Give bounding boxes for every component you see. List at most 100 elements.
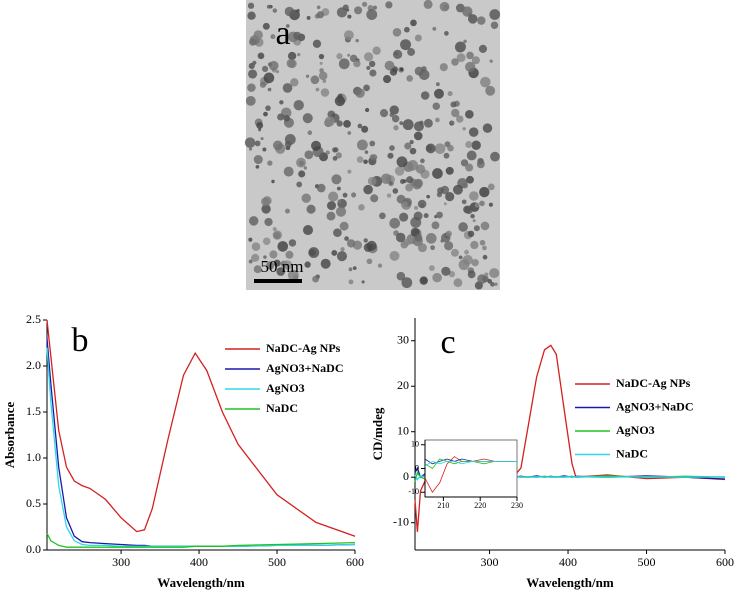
particle (302, 113, 313, 124)
particle (476, 160, 485, 169)
particle (488, 202, 493, 207)
particle (444, 31, 449, 36)
particle (490, 151, 500, 162)
particle (343, 119, 351, 128)
particle (413, 131, 423, 141)
particle (284, 6, 295, 17)
particle (426, 194, 430, 199)
particle (362, 1, 368, 7)
x-tick-label: 400 (190, 555, 208, 569)
particle (290, 78, 299, 87)
particle (318, 71, 328, 81)
particle (273, 231, 281, 239)
particle (477, 16, 486, 25)
particle (420, 91, 430, 100)
particle (379, 109, 389, 118)
particle (389, 250, 400, 261)
particle (465, 163, 474, 172)
particle (320, 88, 330, 97)
particle (301, 193, 311, 203)
particle (494, 282, 498, 286)
particle (264, 217, 273, 227)
particle (447, 91, 453, 97)
particle (267, 62, 273, 67)
particle (266, 4, 271, 9)
particle (394, 166, 405, 176)
particle (346, 239, 356, 248)
particle (479, 239, 486, 246)
particle (482, 254, 488, 260)
particle (277, 113, 285, 121)
particle (379, 212, 386, 220)
x-tick-label: 300 (112, 555, 130, 569)
y-tick-label: 10 (397, 423, 409, 437)
particle (279, 100, 284, 105)
particle (348, 279, 354, 285)
legend-label: NaDC (266, 401, 298, 415)
particle (445, 230, 452, 237)
particle (401, 277, 413, 289)
legend-label: AgNO3 (266, 381, 305, 395)
particle (478, 44, 488, 53)
particle (266, 261, 275, 270)
particle (311, 140, 322, 151)
particle (433, 88, 444, 99)
particle (352, 266, 357, 270)
x-tick-label: 600 (346, 555, 364, 569)
particle (263, 255, 267, 259)
particle (253, 30, 263, 40)
particle (259, 81, 267, 88)
particle (363, 238, 368, 243)
particle (432, 102, 441, 110)
particle (468, 14, 478, 24)
particle (366, 258, 373, 265)
particle (263, 111, 268, 117)
particle (392, 49, 403, 60)
particle (458, 255, 463, 260)
legend-label: NaDC (616, 446, 648, 460)
particle (387, 152, 394, 159)
particle (315, 87, 320, 92)
particle (318, 53, 325, 60)
particle (430, 245, 436, 251)
legend-label: AgNO3+NaDC (616, 399, 694, 413)
particle (248, 237, 253, 242)
particle (401, 201, 408, 208)
particle (336, 251, 348, 262)
particle (439, 1, 450, 12)
particle (467, 270, 476, 279)
particle (471, 258, 479, 267)
particle (306, 204, 316, 214)
panel-label: c (440, 324, 455, 361)
particle (468, 127, 479, 137)
particle (414, 233, 423, 242)
particle (310, 75, 320, 85)
particle (348, 267, 353, 272)
particle (354, 6, 363, 15)
particle (435, 117, 440, 123)
particle (248, 216, 259, 226)
legend-label: AgNO3+NaDC (266, 361, 344, 375)
y-tick-label: -10 (393, 514, 409, 528)
particle (464, 249, 469, 255)
particle (423, 118, 433, 128)
particle (409, 140, 414, 145)
particle (400, 39, 412, 51)
particle (363, 243, 373, 252)
particle (444, 241, 454, 251)
particle (267, 87, 272, 92)
particle (417, 199, 427, 209)
y-tick-label: 2.5 (26, 312, 41, 326)
particle (308, 247, 320, 258)
particle (357, 123, 363, 129)
y-tick-label: 0.5 (26, 496, 41, 510)
particle (458, 259, 470, 271)
particle (450, 121, 455, 125)
y-tick-label: 30 (397, 332, 409, 346)
particle (489, 268, 500, 279)
particle (392, 27, 402, 37)
particle (487, 183, 495, 191)
particle (470, 213, 475, 219)
particle (383, 75, 392, 84)
particle (336, 7, 348, 18)
